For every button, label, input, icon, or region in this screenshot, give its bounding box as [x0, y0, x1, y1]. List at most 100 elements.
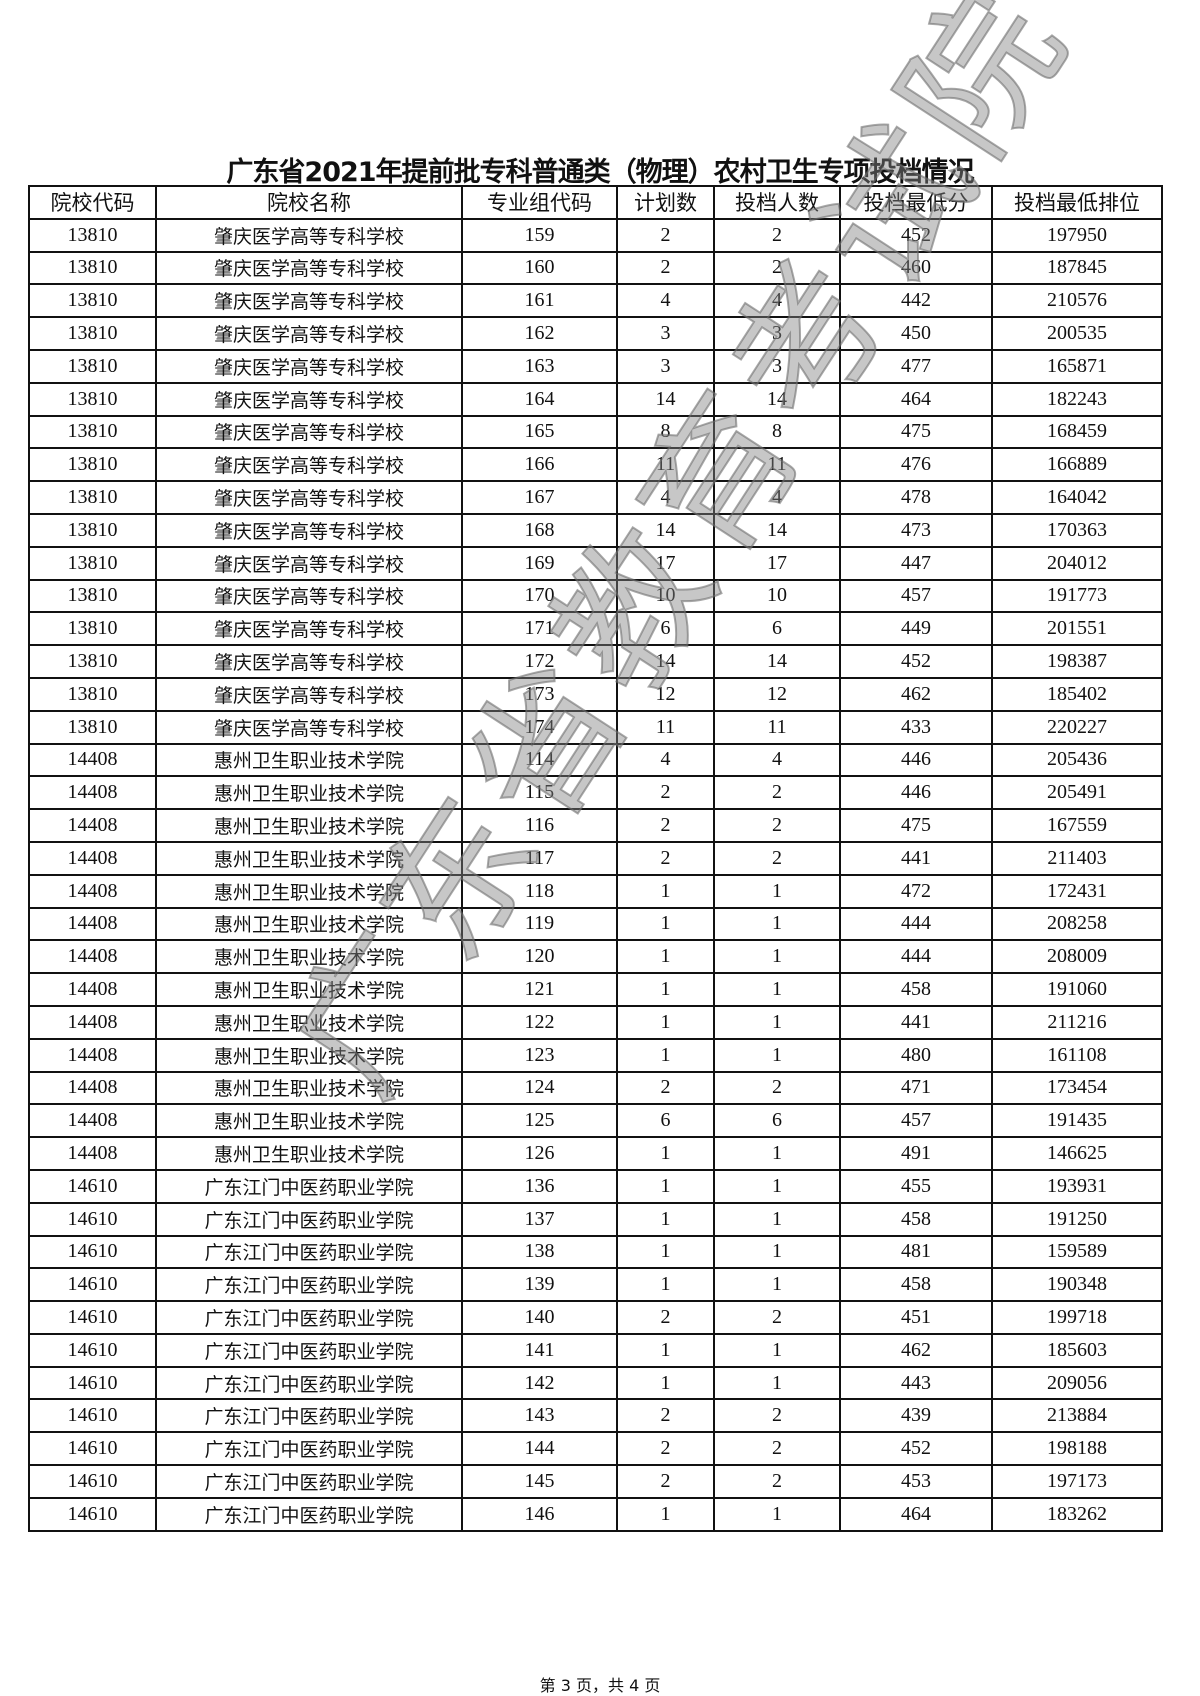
- cell-school-name: 肇庆医学高等专科学校: [155, 512, 463, 548]
- cell-school-name: 肇庆医学高等专科学校: [155, 611, 463, 647]
- cell-min-score: 449: [839, 611, 993, 647]
- cell-school-name: 惠州卫生职业技术学院: [155, 972, 463, 1007]
- cell-min-rank: 191060: [991, 972, 1163, 1007]
- cell-school-code: 13810: [28, 381, 157, 417]
- cell-school-code: 14408: [28, 939, 157, 975]
- cell-group-code: 172: [461, 644, 618, 679]
- cell-group-code: 122: [461, 1004, 618, 1040]
- cell-min-rank: 170363: [991, 512, 1163, 548]
- cell-group-code: 166: [461, 447, 618, 483]
- cell-school-code: 14610: [28, 1201, 157, 1237]
- cell-admitted-count: 1: [713, 906, 841, 942]
- cell-admitted-count: 14: [713, 512, 841, 548]
- cell-plan-count: 1: [616, 1136, 715, 1171]
- cell-min-rank: 191250: [991, 1201, 1163, 1237]
- cell-admitted-count: 1: [713, 1332, 841, 1368]
- cell-school-code: 14408: [28, 873, 157, 909]
- cell-plan-count: 11: [616, 709, 715, 745]
- cell-plan-count: 2: [616, 1431, 715, 1467]
- cell-school-code: 13810: [28, 578, 157, 614]
- cell-admitted-count: 1: [713, 1004, 841, 1040]
- cell-plan-count: 2: [616, 217, 715, 253]
- cell-admitted-count: 2: [713, 250, 841, 286]
- cell-plan-count: 6: [616, 611, 715, 647]
- cell-group-code: 145: [461, 1464, 618, 1499]
- cell-min-score: 458: [839, 972, 993, 1007]
- cell-school-code: 13810: [28, 414, 157, 450]
- table-row: 14408 惠州卫生职业技术学院 117 2 2 441 211403: [28, 840, 1163, 876]
- table-row: 14610 广东江门中医药职业学院 145 2 2 453 197173: [28, 1464, 1163, 1499]
- table-row: 13810 肇庆医学高等专科学校 166 11 11 476 166889: [28, 447, 1163, 483]
- cell-group-code: 144: [461, 1431, 618, 1467]
- cell-plan-count: 4: [616, 283, 715, 319]
- header-min-score: 投档最低分: [839, 185, 993, 220]
- cell-plan-count: 1: [616, 1365, 715, 1401]
- cell-plan-count: 1: [616, 1168, 715, 1204]
- cell-min-rank: 208009: [991, 939, 1163, 975]
- cell-group-code: 159: [461, 217, 618, 253]
- table-row: 14408 惠州卫生职业技术学院 126 1 1 491 146625: [28, 1136, 1163, 1171]
- cell-admitted-count: 2: [713, 217, 841, 253]
- cell-min-rank: 213884: [991, 1398, 1163, 1434]
- cell-school-name: 广东江门中医药职业学院: [155, 1168, 463, 1204]
- cell-admitted-count: 12: [713, 676, 841, 712]
- cell-min-rank: 211216: [991, 1004, 1163, 1040]
- cell-min-score: 443: [839, 1365, 993, 1401]
- cell-school-name: 肇庆医学高等专科学校: [155, 348, 463, 384]
- cell-min-score: 444: [839, 906, 993, 942]
- table-row: 14610 广东江门中医药职业学院 139 1 1 458 190348: [28, 1267, 1163, 1303]
- cell-school-name: 惠州卫生职业技术学院: [155, 1070, 463, 1106]
- table-row: 14610 广东江门中医药职业学院 141 1 1 462 185603: [28, 1332, 1163, 1368]
- header-group-code: 专业组代码: [461, 185, 618, 220]
- cell-group-code: 142: [461, 1365, 618, 1401]
- admission-table: 院校代码 院校名称 专业组代码 计划数 投档人数 投档最低分 投档最低排位 13…: [28, 185, 1163, 1532]
- table-row: 14408 惠州卫生职业技术学院 121 1 1 458 191060: [28, 972, 1163, 1007]
- cell-group-code: 116: [461, 808, 618, 843]
- table-row: 13810 肇庆医学高等专科学校 165 8 8 475 168459: [28, 414, 1163, 450]
- cell-min-rank: 220227: [991, 709, 1163, 745]
- cell-plan-count: 1: [616, 1496, 715, 1532]
- cell-admitted-count: 4: [713, 742, 841, 778]
- cell-min-score: 441: [839, 840, 993, 876]
- cell-admitted-count: 2: [713, 808, 841, 843]
- cell-min-score: 441: [839, 1004, 993, 1040]
- cell-min-score: 475: [839, 808, 993, 843]
- cell-plan-count: 1: [616, 1201, 715, 1237]
- cell-min-rank: 201551: [991, 611, 1163, 647]
- cell-min-score: 452: [839, 644, 993, 679]
- cell-min-score: 450: [839, 316, 993, 351]
- cell-plan-count: 14: [616, 381, 715, 417]
- cell-min-rank: 191773: [991, 578, 1163, 614]
- cell-group-code: 162: [461, 316, 618, 351]
- cell-plan-count: 1: [616, 1234, 715, 1270]
- cell-school-code: 14408: [28, 775, 157, 811]
- table-row: 14408 惠州卫生职业技术学院 120 1 1 444 208009: [28, 939, 1163, 975]
- header-plan-count: 计划数: [616, 185, 715, 220]
- cell-school-name: 惠州卫生职业技术学院: [155, 1103, 463, 1139]
- cell-min-score: 491: [839, 1136, 993, 1171]
- cell-group-code: 137: [461, 1201, 618, 1237]
- cell-school-name: 惠州卫生职业技术学院: [155, 873, 463, 909]
- cell-school-name: 广东江门中医药职业学院: [155, 1431, 463, 1467]
- cell-admitted-count: 2: [713, 1398, 841, 1434]
- cell-min-rank: 167559: [991, 808, 1163, 843]
- cell-school-code: 14408: [28, 1103, 157, 1139]
- cell-plan-count: 2: [616, 808, 715, 843]
- table-row: 14610 广东江门中医药职业学院 142 1 1 443 209056: [28, 1365, 1163, 1401]
- cell-min-score: 439: [839, 1398, 993, 1434]
- cell-plan-count: 1: [616, 906, 715, 942]
- cell-admitted-count: 14: [713, 644, 841, 679]
- cell-group-code: 163: [461, 348, 618, 384]
- cell-min-score: 446: [839, 775, 993, 811]
- table-row: 14408 惠州卫生职业技术学院 125 6 6 457 191435: [28, 1103, 1163, 1139]
- cell-plan-count: 2: [616, 840, 715, 876]
- cell-school-code: 13810: [28, 447, 157, 483]
- cell-plan-count: 3: [616, 316, 715, 351]
- cell-group-code: 123: [461, 1037, 618, 1073]
- cell-group-code: 165: [461, 414, 618, 450]
- cell-admitted-count: 1: [713, 1496, 841, 1532]
- cell-min-score: 457: [839, 1103, 993, 1139]
- cell-group-code: 146: [461, 1496, 618, 1532]
- cell-min-rank: 173454: [991, 1070, 1163, 1106]
- cell-min-score: 478: [839, 480, 993, 515]
